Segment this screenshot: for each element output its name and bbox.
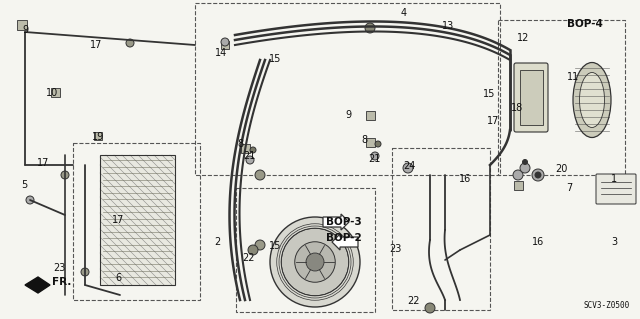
Text: 1: 1 bbox=[611, 174, 618, 184]
Text: 13: 13 bbox=[442, 20, 454, 31]
Bar bbox=[513, 181, 522, 189]
Text: 6: 6 bbox=[115, 272, 122, 283]
Circle shape bbox=[295, 242, 335, 282]
Ellipse shape bbox=[579, 72, 605, 128]
Text: 16: 16 bbox=[458, 174, 471, 184]
Circle shape bbox=[375, 141, 381, 147]
Circle shape bbox=[270, 217, 360, 307]
FancyArrow shape bbox=[323, 214, 349, 230]
Text: BOP-3: BOP-3 bbox=[326, 217, 362, 227]
Text: 21: 21 bbox=[368, 154, 381, 165]
Circle shape bbox=[403, 163, 413, 173]
Bar bbox=[520, 70, 543, 125]
Text: 16: 16 bbox=[531, 237, 544, 248]
Ellipse shape bbox=[573, 63, 611, 137]
Circle shape bbox=[61, 171, 69, 179]
Circle shape bbox=[255, 170, 265, 180]
FancyBboxPatch shape bbox=[596, 174, 636, 204]
Bar bbox=[365, 137, 374, 146]
Circle shape bbox=[522, 160, 527, 165]
Text: 9: 9 bbox=[346, 110, 352, 120]
Circle shape bbox=[246, 156, 254, 164]
Text: 22: 22 bbox=[242, 253, 255, 263]
Circle shape bbox=[250, 147, 256, 153]
Polygon shape bbox=[25, 277, 50, 293]
Bar bbox=[221, 41, 229, 49]
Text: 12: 12 bbox=[517, 33, 530, 43]
Bar bbox=[498, 20, 625, 175]
Text: 15: 15 bbox=[483, 89, 495, 99]
Circle shape bbox=[81, 268, 89, 276]
Text: 23: 23 bbox=[389, 244, 402, 254]
Circle shape bbox=[532, 169, 544, 181]
Circle shape bbox=[281, 228, 349, 296]
Text: 22: 22 bbox=[407, 296, 420, 307]
Text: BOP-4: BOP-4 bbox=[567, 19, 603, 29]
Bar bbox=[195, 3, 500, 175]
Text: 7: 7 bbox=[566, 183, 573, 193]
FancyBboxPatch shape bbox=[514, 63, 548, 132]
Circle shape bbox=[425, 303, 435, 313]
Text: 17: 17 bbox=[90, 40, 102, 50]
FancyArrow shape bbox=[332, 234, 358, 250]
Text: BOP-2: BOP-2 bbox=[326, 233, 362, 243]
Circle shape bbox=[126, 39, 134, 47]
Text: 8: 8 bbox=[237, 138, 243, 149]
Text: 20: 20 bbox=[556, 164, 568, 174]
Text: 3: 3 bbox=[611, 237, 618, 248]
Text: 4: 4 bbox=[400, 8, 406, 18]
Text: 17: 17 bbox=[486, 116, 499, 126]
Circle shape bbox=[365, 23, 375, 33]
Circle shape bbox=[306, 253, 324, 271]
Bar bbox=[236, 188, 375, 312]
Circle shape bbox=[535, 172, 541, 178]
Bar bbox=[100, 155, 175, 285]
Bar bbox=[94, 132, 102, 140]
Text: 9: 9 bbox=[22, 25, 29, 35]
Bar bbox=[17, 20, 27, 30]
Circle shape bbox=[520, 163, 530, 173]
Text: 17: 17 bbox=[37, 158, 50, 168]
Text: 24: 24 bbox=[403, 161, 416, 171]
Bar bbox=[73, 143, 200, 300]
Text: 21: 21 bbox=[243, 151, 256, 161]
Circle shape bbox=[255, 240, 265, 250]
Text: SCV3-Z0500: SCV3-Z0500 bbox=[584, 301, 630, 310]
Circle shape bbox=[221, 38, 229, 46]
Bar bbox=[51, 87, 60, 97]
Circle shape bbox=[371, 152, 379, 160]
Circle shape bbox=[248, 245, 258, 255]
Text: 19: 19 bbox=[92, 132, 104, 142]
Text: 8: 8 bbox=[362, 135, 368, 145]
Text: 15: 15 bbox=[269, 241, 282, 251]
Bar bbox=[241, 144, 250, 152]
Circle shape bbox=[26, 196, 34, 204]
Text: 15: 15 bbox=[269, 54, 282, 64]
Text: 10: 10 bbox=[46, 87, 59, 98]
Bar bbox=[365, 110, 374, 120]
Text: 17: 17 bbox=[111, 215, 124, 225]
Text: 23: 23 bbox=[53, 263, 66, 273]
Text: 2: 2 bbox=[214, 237, 221, 248]
Circle shape bbox=[513, 170, 523, 180]
Text: 14: 14 bbox=[214, 48, 227, 58]
Text: 18: 18 bbox=[511, 103, 524, 114]
Bar bbox=[392, 148, 490, 310]
Text: 5: 5 bbox=[21, 180, 28, 190]
Text: 11: 11 bbox=[566, 71, 579, 82]
Text: FR.: FR. bbox=[52, 277, 72, 287]
